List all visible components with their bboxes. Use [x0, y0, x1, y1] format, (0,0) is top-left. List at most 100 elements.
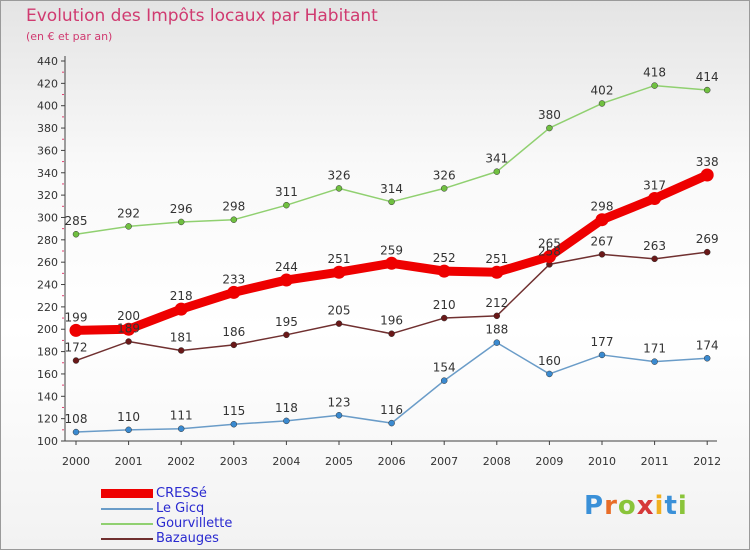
legend-item-bazauges: Bazauges — [101, 531, 232, 546]
chart-subtitle: (en € et par an) — [26, 30, 113, 43]
data-point — [546, 124, 553, 132]
legend-label-bazauges: Bazauges — [156, 530, 219, 546]
data-label: 380 — [538, 108, 561, 122]
data-point — [651, 358, 658, 365]
data-point — [595, 213, 609, 227]
data-label: 269 — [696, 232, 719, 246]
y-tick-label: 380 — [37, 122, 58, 135]
data-label: 267 — [591, 234, 614, 248]
data-label: 311 — [275, 185, 298, 199]
data-label: 160 — [538, 354, 561, 368]
data-point — [332, 265, 346, 279]
data-label: 292 — [117, 206, 140, 220]
chart-title: Evolution des Impôts locaux par Habitant — [26, 6, 378, 26]
data-point — [703, 248, 711, 256]
x-tick-label: 2002 — [167, 455, 195, 468]
data-point — [651, 255, 658, 263]
data-label: 218 — [170, 289, 193, 303]
data-label: 285 — [65, 214, 88, 228]
x-tick-label: 2000 — [62, 455, 90, 468]
x-tick-label: 2004 — [272, 455, 300, 468]
logo-letter: t — [664, 491, 678, 521]
data-label: 196 — [380, 314, 403, 328]
data-point — [493, 312, 501, 320]
x-tick-label: 2008 — [483, 455, 511, 468]
data-point — [177, 425, 185, 432]
x-tick-label: 2012 — [693, 455, 721, 468]
data-label: 418 — [643, 66, 666, 80]
data-point — [230, 216, 238, 223]
data-point — [230, 341, 238, 349]
data-label: 212 — [485, 296, 508, 310]
data-point — [440, 185, 448, 192]
proxiti-logo: Proxiti — [584, 491, 688, 521]
data-point — [388, 198, 395, 206]
logo-letter: i — [677, 491, 688, 521]
y-tick-label: 320 — [37, 189, 58, 202]
legend-item-le-gicq: Le Gicq — [101, 501, 232, 516]
data-label: 154 — [433, 361, 456, 375]
data-label: 402 — [591, 83, 614, 97]
y-tick-label: 280 — [37, 234, 58, 247]
data-label: 123 — [328, 395, 351, 409]
x-tick-label: 2011 — [641, 455, 669, 468]
data-point — [440, 377, 448, 384]
logo-letter: P — [584, 491, 605, 521]
x-tick-label: 2001 — [115, 455, 143, 468]
legend-label-le-gicq: Le Gicq — [156, 500, 205, 516]
data-label: 195 — [275, 315, 298, 329]
data-label: 317 — [643, 178, 666, 192]
data-label: 414 — [696, 70, 719, 84]
data-label: 314 — [380, 182, 403, 196]
chart-legend: CRESSé Le Gicq Gourvillette Bazauges — [101, 486, 232, 546]
y-tick-label: 140 — [37, 390, 58, 403]
data-label: 205 — [328, 304, 351, 318]
y-tick-label: 340 — [37, 167, 58, 180]
y-tick-label: 180 — [37, 346, 58, 359]
x-tick-label: 2003 — [220, 455, 248, 468]
data-point — [283, 201, 290, 209]
data-point — [703, 355, 711, 362]
data-label: 233 — [222, 272, 245, 286]
data-point — [177, 218, 185, 226]
data-point — [122, 322, 136, 336]
data-label: 244 — [275, 260, 298, 274]
data-label: 111 — [170, 409, 193, 423]
data-label: 174 — [696, 338, 719, 352]
data-point — [546, 370, 553, 378]
data-point — [493, 339, 501, 346]
x-tick-label: 2005 — [325, 455, 353, 468]
data-label: 251 — [485, 252, 508, 266]
data-point — [385, 256, 399, 270]
data-label: 116 — [380, 403, 403, 417]
data-label: 108 — [65, 412, 88, 426]
data-label: 263 — [643, 239, 666, 253]
y-tick-label: 440 — [37, 55, 58, 68]
data-label: 172 — [65, 341, 88, 355]
data-point — [493, 168, 501, 175]
data-point — [598, 351, 606, 359]
data-label: 181 — [170, 330, 193, 344]
data-label: 189 — [117, 322, 140, 336]
legend-swatch-bazauges — [101, 537, 153, 540]
data-point — [440, 314, 448, 322]
data-point — [174, 302, 188, 316]
data-point — [125, 426, 132, 434]
data-label: 171 — [643, 342, 666, 356]
legend-swatch-cresse — [101, 489, 153, 498]
data-point — [283, 417, 290, 425]
y-tick-label: 360 — [37, 144, 58, 157]
y-tick-label: 160 — [37, 368, 58, 381]
data-point — [648, 191, 662, 205]
legend-item-cresse: CRESSé — [101, 486, 232, 501]
y-tick-label: 420 — [37, 77, 58, 90]
data-label: 258 — [538, 244, 561, 258]
data-label: 296 — [170, 202, 193, 216]
data-point — [177, 347, 185, 354]
legend-label-gourvillette: Gourvillette — [156, 515, 233, 531]
data-point — [598, 251, 606, 258]
legend-label-cresse: CRESSé — [156, 485, 207, 501]
data-point — [335, 412, 343, 419]
data-label: 251 — [328, 252, 351, 266]
